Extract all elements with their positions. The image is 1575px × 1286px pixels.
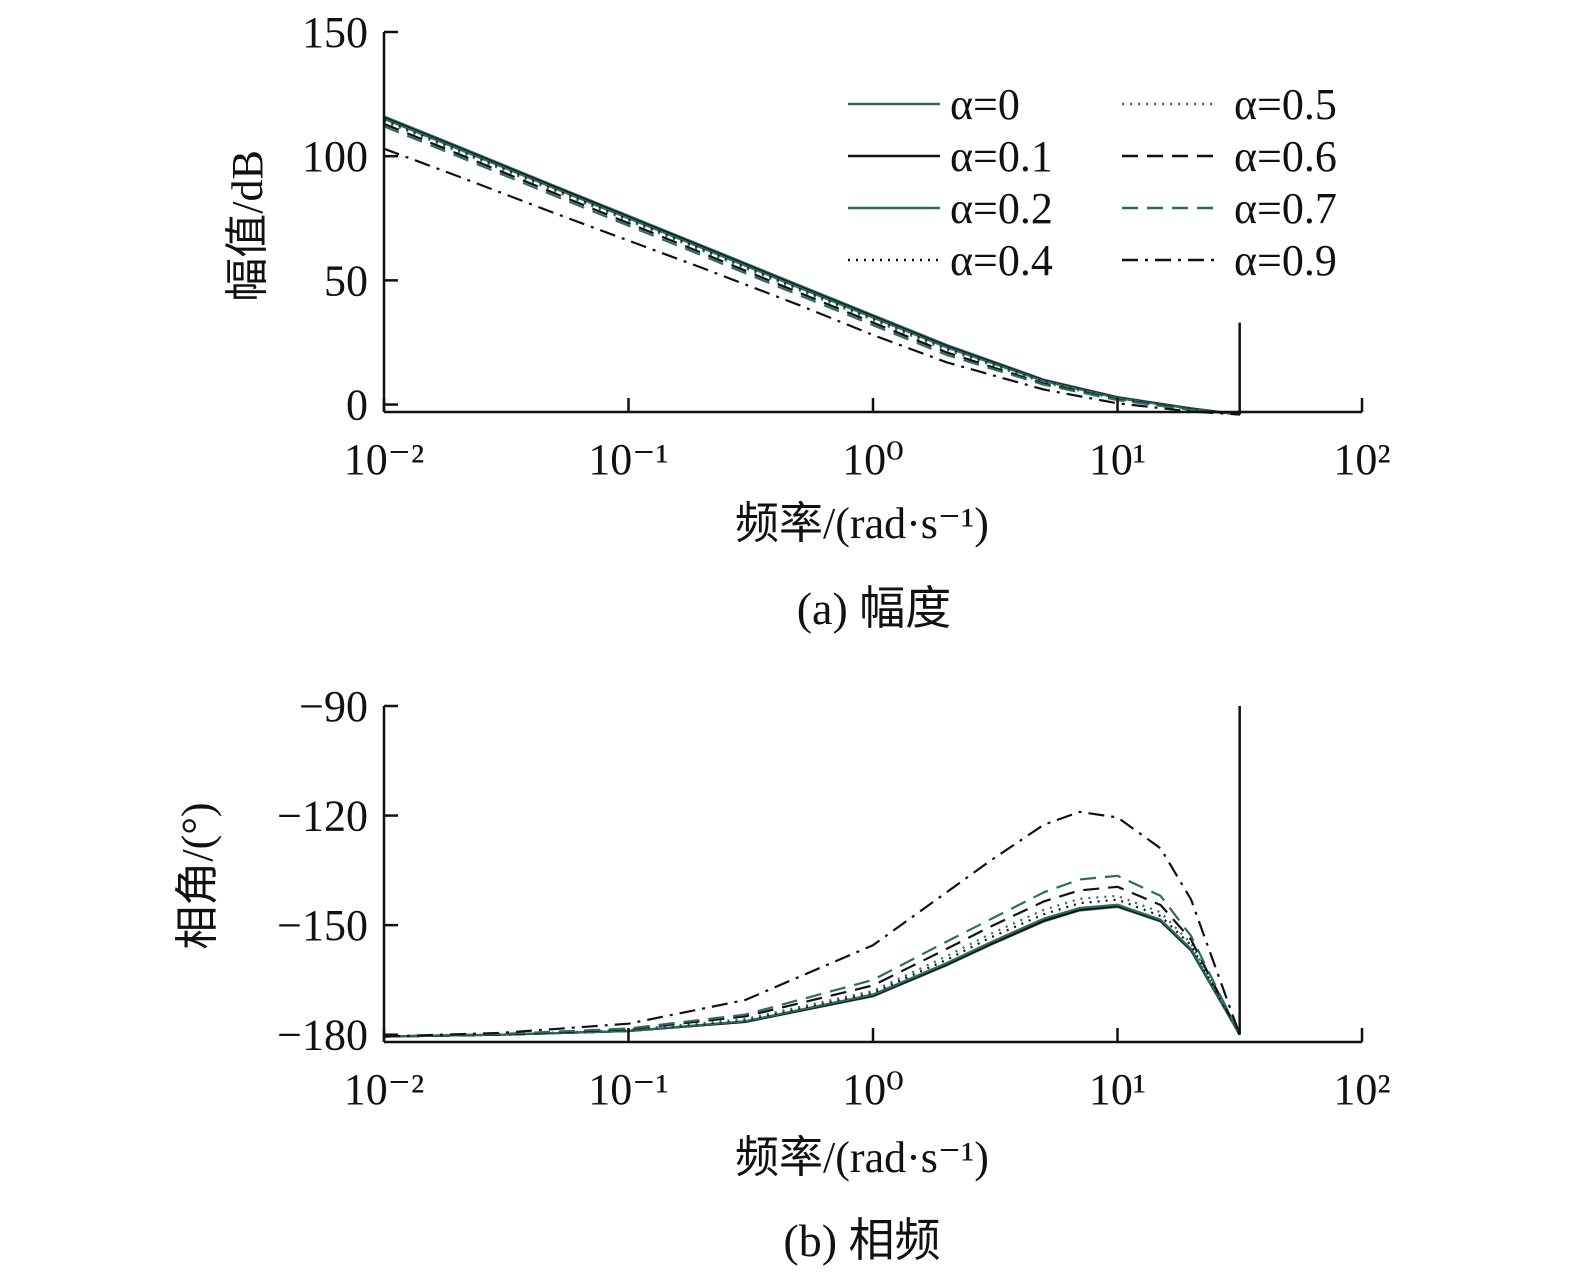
- y-tick-label: −90: [299, 682, 368, 731]
- series-line---0-7: [383, 125, 1240, 416]
- legend-label: α=0.5: [1234, 80, 1337, 129]
- series-line---0-9: [383, 147, 1240, 416]
- magnitude-y-axis-title: 幅值/dB: [223, 150, 272, 302]
- magnitude-x-axis-title: 频率/(rad·s⁻¹): [735, 499, 989, 548]
- legend-label: α=0.2: [950, 184, 1053, 233]
- phase-axes: 10⁻² 10⁻¹ 10⁰ 10¹ 10² −90 −120 −150 −180: [277, 682, 1390, 1114]
- legend-label: α=0.9: [1234, 236, 1337, 285]
- phase-x-axis-title: 频率/(rad·s⁻¹): [735, 1133, 989, 1182]
- magnitude-axes: 10⁻² 10⁻¹ 10⁰ 10¹ 10² 0 50 100 150: [302, 8, 1391, 484]
- x-tick-label: 10²: [1333, 1065, 1390, 1114]
- y-tick-label: −150: [277, 901, 368, 950]
- phase-series-layer: [383, 706, 1241, 1038]
- magnitude-legend: α=0α=0.1α=0.2α=0.4 α=0.5α=0.6α=0.7α=0.9: [848, 80, 1337, 285]
- magnitude-caption: (a) 幅度: [797, 583, 952, 634]
- magnitude-series-layer: [383, 115, 1241, 416]
- x-tick-label: 10⁰: [842, 1065, 904, 1114]
- y-tick-label: 100: [302, 132, 368, 181]
- phase-y-axis-title: 相角/(°): [173, 802, 222, 949]
- x-tick-label: 10⁻²: [344, 1065, 424, 1114]
- series-line---0: [383, 115, 1240, 416]
- y-tick-label: 150: [302, 8, 368, 57]
- y-tick-label: 50: [324, 256, 368, 305]
- legend-label: α=0.1: [950, 132, 1053, 181]
- series-line---0-5: [383, 120, 1240, 416]
- x-tick-label: 10¹: [1089, 435, 1146, 484]
- x-tick-label: 10⁰: [842, 435, 904, 484]
- legend-label: α=0.6: [1234, 132, 1337, 181]
- series-line---0-7: [383, 874, 1241, 1038]
- x-tick-label: 10²: [1333, 435, 1390, 484]
- series-line---0-6: [383, 122, 1240, 416]
- x-tick-label: 10¹: [1089, 1065, 1146, 1114]
- legend-label: α=0.4: [950, 236, 1053, 285]
- series-line---0-4: [383, 898, 1241, 1038]
- series-line---0-6: [383, 885, 1241, 1038]
- phase-panel: 10⁻² 10⁻¹ 10⁰ 10¹ 10²−90−120−150−180 相角/(°) …: [173, 682, 1391, 1266]
- y-tick-label: −180: [277, 1011, 368, 1060]
- x-tick-label: 10⁻¹: [588, 435, 668, 484]
- legend-label: α=0: [950, 80, 1020, 129]
- x-tick-label: 10⁻¹: [588, 1065, 668, 1114]
- series-line---0-1: [383, 116, 1240, 416]
- series-line---0-5: [383, 894, 1241, 1038]
- phase-caption: (b) 相频: [783, 1215, 940, 1266]
- y-tick-label: −120: [277, 792, 368, 841]
- x-tick-label: 10⁻²: [344, 435, 424, 484]
- series-line---0-4: [383, 119, 1240, 416]
- y-tick-label: 0: [346, 381, 368, 430]
- magnitude-panel: 10⁻² 10⁻¹ 10⁰ 10¹ 10² 0 50 100 150 α=0α=0.1α=0.2…: [223, 8, 1391, 634]
- legend-label: α=0.7: [1234, 184, 1337, 233]
- series-line---0-2: [383, 117, 1240, 416]
- series-line---0-9: [383, 810, 1241, 1038]
